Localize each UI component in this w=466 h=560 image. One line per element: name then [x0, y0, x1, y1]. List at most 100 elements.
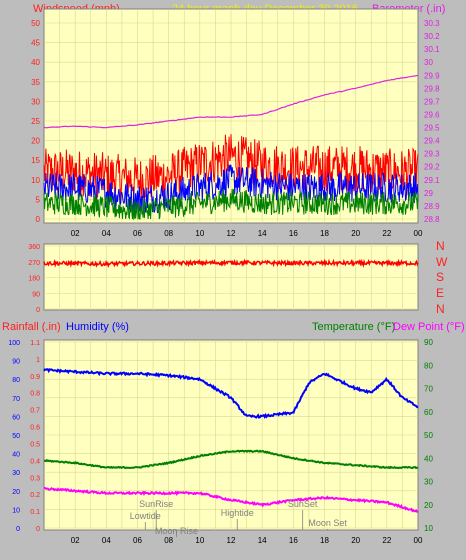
event-label: SunSet — [288, 499, 318, 509]
rainfall-tick-label: 0.7 — [30, 408, 40, 415]
direction-tick-label: 0 — [36, 307, 40, 314]
temperature-tick-label: 90 — [424, 338, 433, 347]
wind-x-tick-label: 16 — [289, 229, 298, 238]
humidity-tick-label: 20 — [12, 489, 20, 496]
humidity-tick-label: 60 — [12, 414, 20, 421]
rh-x-tick-label: 22 — [382, 536, 391, 545]
barometer-tick-label: 29.9 — [424, 71, 440, 80]
temperature-tick-label: 10 — [424, 524, 433, 533]
humidity-tick-label: 30 — [12, 470, 20, 477]
temperature-tick-label: 40 — [424, 454, 433, 463]
rainfall-tick-label: 0.5 — [30, 441, 40, 448]
humidity-tick-label: 80 — [12, 377, 20, 384]
barometer-tick-label: 28.8 — [424, 215, 440, 224]
humidity-tick-label: 50 — [12, 433, 20, 440]
direction-tick-label: 360 — [28, 244, 40, 251]
barometer-tick-label: 29.8 — [424, 84, 440, 93]
rainfall-tick-label: 0.4 — [30, 458, 40, 465]
compass-label: E — [436, 286, 444, 300]
rh-x-tick-label: 04 — [102, 536, 111, 545]
rh-x-tick-label: 02 — [71, 536, 80, 545]
barometer-tick-label: 30.2 — [424, 32, 440, 41]
rainfall-tick-label: 0.9 — [30, 374, 40, 381]
temperature-tick-label: 60 — [424, 408, 433, 417]
event-label: Moon Set — [308, 518, 347, 528]
rainfall-tick-label: 0 — [36, 526, 40, 533]
windspeed-tick-label: 35 — [31, 78, 40, 87]
windspeed-tick-label: 45 — [31, 39, 40, 48]
windspeed-tick-label: 0 — [36, 215, 41, 224]
barometer-tick-label: 29.4 — [424, 137, 440, 146]
rainfall-axis-title: Rainfall (.in) — [2, 321, 61, 333]
rh-x-tick-label: 12 — [227, 536, 236, 545]
rh-x-tick-label: 16 — [289, 536, 298, 545]
compass-label: W — [436, 255, 448, 269]
rainfall-tick-label: 0.3 — [30, 475, 40, 482]
barometer-tick-label: 29.6 — [424, 110, 440, 119]
rh-x-tick-label: 10 — [195, 536, 204, 545]
compass-label: S — [436, 270, 444, 284]
wind-barometer-axes: 0 5 10 15 20 25 30 35 40 45 50 28.8 28.9 29 29.1 29.2 29… — [31, 19, 440, 238]
windspeed-tick-label: 40 — [31, 58, 40, 67]
barometer-tick-label: 30.3 — [424, 19, 440, 28]
event-label: Moon Rise — [155, 526, 198, 536]
temperature-tick-label: 50 — [424, 431, 433, 440]
rh-x-tick-label: 08 — [164, 536, 173, 545]
barometer-tick-label: 29.3 — [424, 150, 440, 159]
windspeed-tick-label: 5 — [36, 195, 41, 204]
barometer-tick-label: 29.7 — [424, 97, 440, 106]
wind-x-tick-label: 00 — [414, 229, 423, 238]
wind-x-tick-label: 02 — [71, 229, 80, 238]
barometer-tick-label: 30.1 — [424, 45, 440, 54]
compass-label: N — [436, 302, 445, 316]
temperature-tick-label: 30 — [424, 478, 433, 487]
windspeed-tick-label: 10 — [31, 176, 40, 185]
barometer-tick-label: 30 — [424, 58, 433, 67]
windspeed-tick-label: 25 — [31, 117, 40, 126]
temperature-axis-title: Temperature (°F) — [312, 321, 395, 333]
wind-direction-grid — [44, 244, 418, 310]
direction-tick-label: 90 — [32, 291, 40, 298]
rainfall-tick-label: 0.6 — [30, 425, 40, 432]
wind-x-tick-label: 10 — [195, 229, 204, 238]
rainfall-tick-label: 0.2 — [30, 492, 40, 499]
dew-point-line — [43, 486, 419, 514]
temperature-tick-label: 20 — [424, 501, 433, 510]
barometer-line — [43, 74, 419, 129]
wind-barometer-marks — [43, 74, 419, 221]
windspeed-tick-label: 20 — [31, 137, 40, 146]
rainfall-tick-label: 1 — [36, 357, 40, 364]
rain-humidity-temp-axes: 010203040506070809010000.10.20.30.40.50.… — [8, 338, 433, 545]
wind-x-tick-label: 18 — [320, 229, 329, 238]
windspeed-gust-line — [43, 134, 419, 203]
barometer-tick-label: 29.5 — [424, 124, 440, 133]
humidity-tick-label: 90 — [12, 359, 20, 366]
event-label: Lowtide — [130, 511, 161, 521]
windspeed-tick-label: 15 — [31, 156, 40, 165]
windspeed-tick-label: 50 — [31, 19, 40, 28]
humidity-tick-label: 0 — [16, 526, 20, 533]
rh-x-tick-label: 06 — [133, 536, 142, 545]
humidity-axis-title: Humidity (%) — [66, 321, 129, 333]
temperature-line — [44, 449, 419, 470]
windspeed-low-line — [43, 188, 419, 221]
barometer-tick-label: 29.1 — [424, 176, 440, 185]
barometer-tick-label: 29.2 — [424, 163, 440, 172]
temperature-tick-label: 80 — [424, 361, 433, 370]
wind-x-tick-label: 22 — [382, 229, 391, 238]
rainfall-tick-label: 0.1 — [30, 509, 40, 516]
wind-x-tick-label: 04 — [102, 229, 111, 238]
humidity-tick-label: 10 — [12, 507, 20, 514]
rh-x-tick-label: 00 — [414, 536, 423, 545]
dewpoint-axis-title: Dew Point (°F) — [393, 321, 465, 333]
humidity-line — [43, 368, 419, 420]
compass-label: N — [436, 239, 445, 253]
temperature-tick-label: 70 — [424, 385, 433, 394]
event-label: SunRise — [139, 499, 173, 509]
rain-humidity-temp-marks — [43, 368, 419, 514]
wind-x-tick-label: 14 — [258, 229, 267, 238]
barometer-tick-label: 28.9 — [424, 202, 440, 211]
direction-tick-label: 180 — [28, 276, 40, 283]
